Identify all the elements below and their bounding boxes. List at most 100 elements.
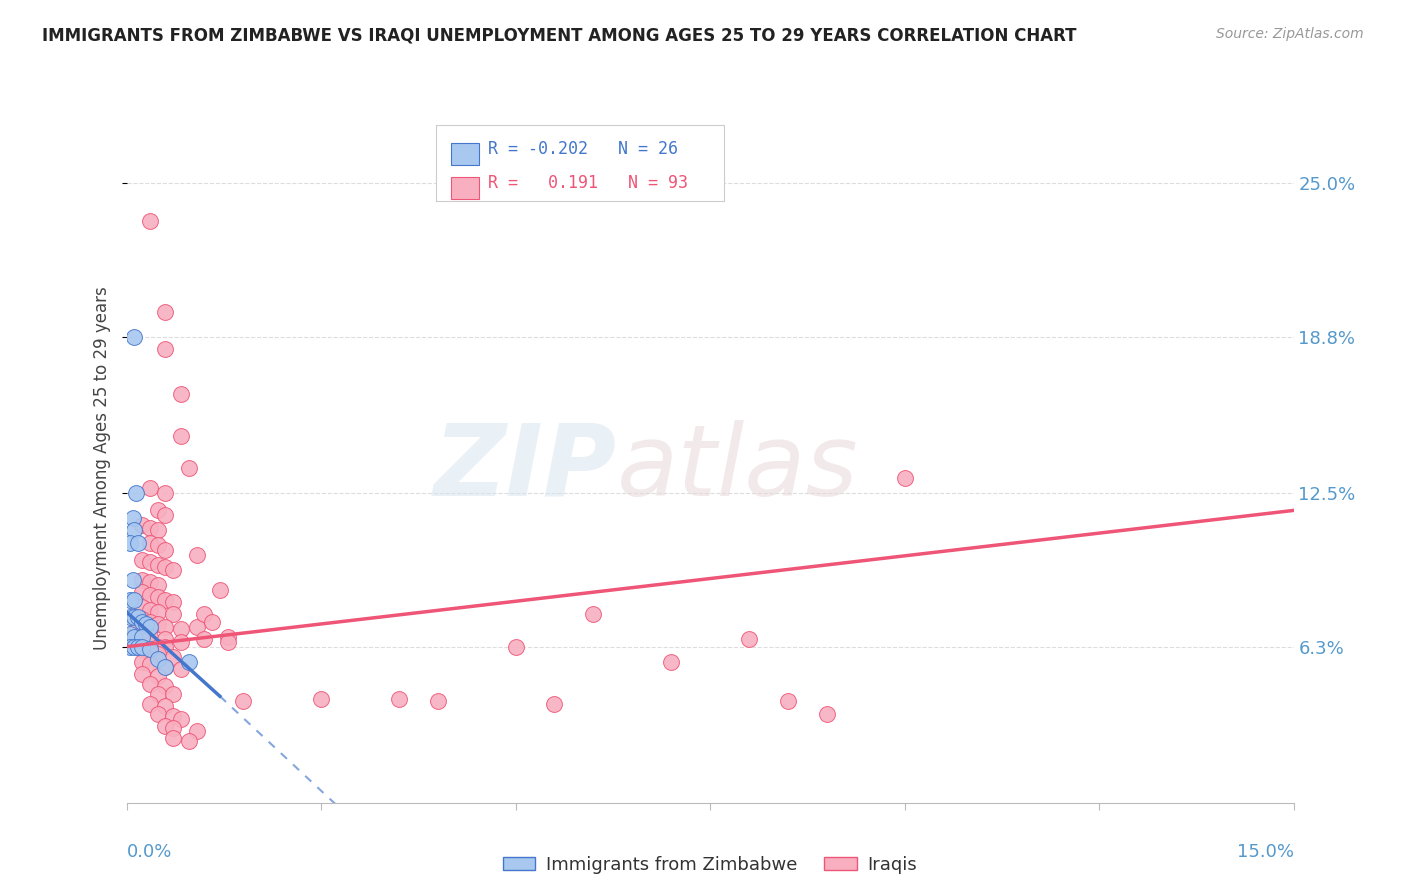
Point: [162, 649, 184, 664]
Text: ZIP: ZIP: [433, 420, 617, 516]
Point: [131, 667, 153, 681]
Text: Source: ZipAtlas.com: Source: ZipAtlas.com: [1216, 27, 1364, 41]
Point: [155, 640, 177, 654]
Point: [146, 558, 169, 572]
Point: [186, 723, 208, 738]
Point: [162, 687, 184, 701]
Point: [131, 640, 153, 654]
Point: [135, 617, 157, 632]
Point: [131, 655, 153, 669]
Point: [893, 471, 915, 485]
Point: [155, 699, 177, 714]
Point: [177, 655, 200, 669]
Point: [162, 595, 184, 609]
Point: [139, 642, 162, 657]
Point: [815, 706, 838, 721]
Point: [139, 620, 162, 634]
Point: [146, 669, 169, 683]
Point: [155, 508, 177, 523]
Point: [155, 343, 177, 357]
Point: [155, 659, 177, 673]
Point: [139, 630, 162, 644]
Point: [217, 630, 239, 644]
Point: [131, 615, 153, 629]
Point: [170, 662, 193, 676]
Point: [124, 592, 146, 607]
Point: [186, 548, 208, 562]
Point: [131, 573, 153, 587]
Point: [146, 503, 169, 517]
Point: [124, 330, 146, 344]
Point: [146, 647, 169, 661]
Point: [131, 600, 153, 615]
Point: [131, 553, 153, 567]
Point: [170, 429, 193, 443]
Point: [155, 659, 177, 673]
Point: [162, 731, 184, 746]
Point: [120, 627, 142, 641]
Point: [217, 634, 239, 648]
Point: [146, 523, 169, 537]
Point: [776, 694, 799, 708]
Text: IMMIGRANTS FROM ZIMBABWE VS IRAQI UNEMPLOYMENT AMONG AGES 25 TO 29 YEARS CORRELA: IMMIGRANTS FROM ZIMBABWE VS IRAQI UNEMPL…: [42, 27, 1077, 45]
Point: [146, 687, 169, 701]
Point: [162, 563, 184, 577]
Point: [131, 630, 153, 644]
Point: [127, 610, 149, 624]
Point: [124, 624, 146, 639]
Point: [146, 640, 169, 654]
Point: [139, 645, 162, 659]
Point: [120, 640, 142, 654]
Legend: Immigrants from Zimbabwe, Iraqis: Immigrants from Zimbabwe, Iraqis: [495, 848, 925, 880]
Point: [659, 655, 682, 669]
Point: [124, 523, 146, 537]
Point: [146, 617, 169, 632]
Point: [139, 602, 162, 616]
Point: [120, 592, 142, 607]
Point: [124, 630, 146, 644]
Point: [121, 511, 143, 525]
Point: [162, 722, 184, 736]
Point: [121, 573, 143, 587]
Point: [155, 486, 177, 500]
Point: [139, 677, 162, 691]
Text: R = -0.202   N = 26: R = -0.202 N = 26: [488, 140, 678, 159]
Point: [543, 697, 565, 711]
Point: [186, 620, 208, 634]
Point: [120, 610, 142, 624]
Text: atlas: atlas: [617, 420, 858, 516]
Point: [146, 652, 169, 666]
Point: [146, 590, 169, 604]
Point: [131, 627, 153, 641]
Point: [139, 637, 162, 651]
Point: [131, 642, 153, 657]
Point: [155, 560, 177, 574]
Point: [162, 709, 184, 723]
Point: [139, 521, 162, 535]
Point: [170, 712, 193, 726]
Point: [139, 697, 162, 711]
Point: [139, 588, 162, 602]
Point: [139, 556, 162, 570]
Point: [155, 620, 177, 634]
Point: [170, 623, 193, 637]
Point: [131, 585, 153, 599]
Y-axis label: Unemployment Among Ages 25 to 29 years: Unemployment Among Ages 25 to 29 years: [93, 286, 111, 650]
Point: [426, 694, 449, 708]
Point: [309, 691, 332, 706]
Point: [193, 607, 215, 622]
Point: [139, 481, 162, 495]
Point: [155, 592, 177, 607]
Point: [146, 538, 169, 552]
Point: [170, 387, 193, 401]
Point: [131, 612, 153, 626]
Point: [146, 605, 169, 619]
Point: [131, 518, 153, 533]
Point: [170, 634, 193, 648]
Point: [124, 610, 146, 624]
Point: [193, 632, 215, 647]
Point: [124, 640, 146, 654]
Point: [139, 535, 162, 549]
Point: [155, 632, 177, 647]
Point: [139, 575, 162, 590]
